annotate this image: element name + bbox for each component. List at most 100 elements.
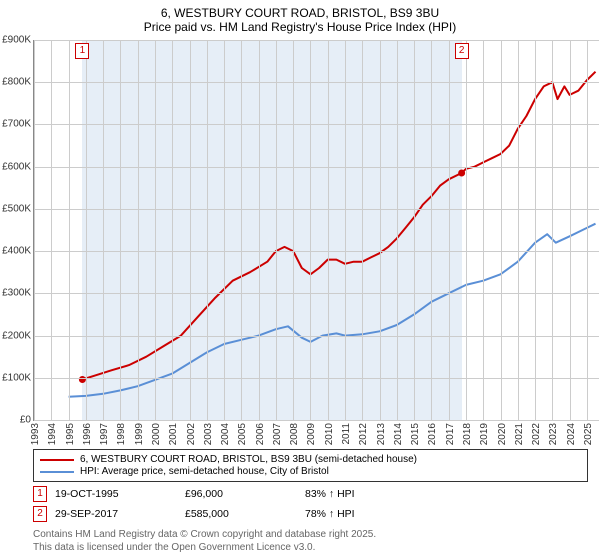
y-axis-label: £200K (1, 330, 31, 341)
legend-label: HPI: Average price, semi-detached house,… (80, 466, 329, 477)
gridline-horizontal (34, 378, 599, 379)
footer-line: Contains HM Land Registry data © Crown c… (33, 528, 588, 541)
x-axis-label: 2022 (531, 423, 542, 445)
gridline-horizontal (34, 420, 599, 421)
footer-attribution: Contains HM Land Registry data © Crown c… (33, 528, 588, 554)
x-axis-label: 2001 (168, 423, 179, 445)
x-axis-label: 2021 (514, 423, 525, 445)
gridline-vertical (501, 40, 502, 420)
gridline-vertical (224, 40, 225, 420)
y-axis-label: £700K (1, 119, 31, 130)
x-axis-label: 1997 (99, 423, 110, 445)
gridline-vertical (69, 40, 70, 420)
annotation-marker: 1 (33, 486, 47, 502)
legend-item: 6, WESTBURY COURT ROAD, BRISTOL, BS9 3BU… (40, 454, 581, 465)
x-axis-label: 2025 (583, 423, 594, 445)
annotation-delta: 78% ↑ HPI (305, 508, 425, 520)
title-line-1: 6, WESTBURY COURT ROAD, BRISTOL, BS9 3BU (0, 0, 600, 20)
y-axis-label: £100K (1, 372, 31, 383)
x-axis-label: 2020 (497, 423, 508, 445)
x-axis-label: 2011 (341, 423, 352, 445)
gridline-vertical (103, 40, 104, 420)
chart-plot-area: £0£100K£200K£300K£400K£500K£600K£700K£80… (33, 40, 599, 421)
x-axis-label: 2004 (220, 423, 231, 445)
gridline-horizontal (34, 293, 599, 294)
gridline-vertical (172, 40, 173, 420)
x-axis-label: 2010 (324, 423, 335, 445)
x-axis-label: 1998 (116, 423, 127, 445)
gridline-vertical (570, 40, 571, 420)
transaction-annotations: 1 19-OCT-1995 £96,000 83% ↑ HPI 2 29-SEP… (33, 486, 588, 522)
gridline-horizontal (34, 251, 599, 252)
y-axis-label: £600K (1, 161, 31, 172)
annotation-date: 19-OCT-1995 (55, 488, 185, 500)
chart-marker-box: 2 (455, 43, 469, 59)
legend-swatch (40, 471, 74, 473)
legend-item: HPI: Average price, semi-detached house,… (40, 466, 581, 477)
gridline-vertical (535, 40, 536, 420)
gridline-vertical (414, 40, 415, 420)
annotation-price: £585,000 (185, 508, 305, 520)
gridline-vertical (362, 40, 363, 420)
x-axis-label: 2018 (462, 423, 473, 445)
gridline-vertical (345, 40, 346, 420)
gridline-horizontal (34, 124, 599, 125)
gridline-horizontal (34, 336, 599, 337)
gridline-vertical (466, 40, 467, 420)
y-axis-label: £300K (1, 288, 31, 299)
x-axis-label: 1999 (134, 423, 145, 445)
gridline-vertical (86, 40, 87, 420)
transaction-dot (458, 170, 465, 177)
chart-marker-box: 1 (75, 43, 89, 59)
x-axis-label: 2013 (376, 423, 387, 445)
x-axis-label: 2003 (203, 423, 214, 445)
gridline-horizontal (34, 82, 599, 83)
y-axis-label: £800K (1, 77, 31, 88)
x-axis-label: 2002 (186, 423, 197, 445)
footer-line: This data is licensed under the Open Gov… (33, 541, 588, 554)
gridline-vertical (120, 40, 121, 420)
gridline-vertical (155, 40, 156, 420)
x-axis-label: 1995 (65, 423, 76, 445)
x-axis-label: 1993 (30, 423, 41, 445)
gridline-vertical (483, 40, 484, 420)
gridline-vertical (259, 40, 260, 420)
x-axis-label: 2016 (427, 423, 438, 445)
x-axis-label: 2000 (151, 423, 162, 445)
gridline-vertical (276, 40, 277, 420)
x-axis-label: 2008 (289, 423, 300, 445)
gridline-vertical (449, 40, 450, 420)
gridline-vertical (138, 40, 139, 420)
gridline-horizontal (34, 40, 599, 41)
x-axis-label: 1996 (82, 423, 93, 445)
gridline-vertical (51, 40, 52, 420)
x-axis-label: 2006 (255, 423, 266, 445)
x-axis-label: 2017 (445, 423, 456, 445)
x-axis-label: 2015 (410, 423, 421, 445)
series-hpi (69, 224, 596, 397)
gridline-horizontal (34, 167, 599, 168)
gridline-vertical (190, 40, 191, 420)
x-axis-label: 2007 (272, 423, 283, 445)
line-chart-svg (34, 40, 599, 420)
gridline-vertical (552, 40, 553, 420)
gridline-vertical (518, 40, 519, 420)
annotation-price: £96,000 (185, 488, 305, 500)
gridline-vertical (241, 40, 242, 420)
x-axis-label: 2012 (358, 423, 369, 445)
chart-container: 6, WESTBURY COURT ROAD, BRISTOL, BS9 3BU… (0, 0, 600, 560)
x-axis-label: 2019 (479, 423, 490, 445)
x-axis-label: 2023 (548, 423, 559, 445)
x-axis-label: 1994 (47, 423, 58, 445)
gridline-vertical (310, 40, 311, 420)
legend-label: 6, WESTBURY COURT ROAD, BRISTOL, BS9 3BU… (80, 454, 417, 465)
gridline-vertical (397, 40, 398, 420)
gridline-vertical (207, 40, 208, 420)
gridline-vertical (293, 40, 294, 420)
gridline-vertical (587, 40, 588, 420)
x-axis-label: 2014 (393, 423, 404, 445)
gridline-vertical (431, 40, 432, 420)
x-axis-label: 2024 (566, 423, 577, 445)
y-axis-label: £400K (1, 246, 31, 257)
gridline-vertical (380, 40, 381, 420)
